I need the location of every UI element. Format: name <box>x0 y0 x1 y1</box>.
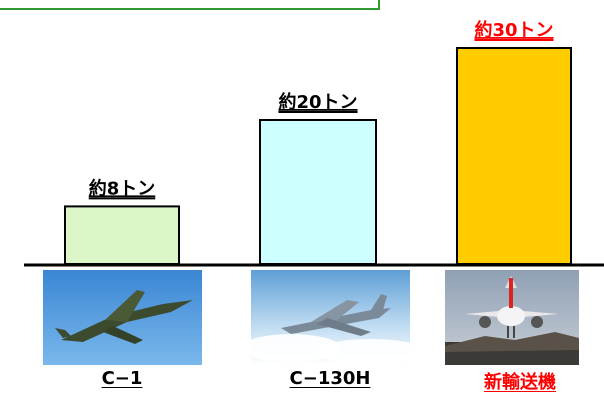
value-label-0: 約8トン <box>89 177 156 199</box>
x-label-c130h: C−130H <box>289 368 371 389</box>
bar-2 <box>456 47 572 265</box>
x-label-c1: C−1 <box>101 368 143 389</box>
c1-photo-image <box>43 270 202 365</box>
new-transport-aircraft-photo <box>445 270 579 365</box>
x-label-new-transport: 新輸送機 <box>484 372 556 393</box>
new-transport-photo-image <box>445 270 579 365</box>
bar-chart: 約8トン 約20トン 約30トン <box>24 19 604 267</box>
c130h-aircraft-photo <box>251 270 410 365</box>
value-label-2: 約30トン <box>474 19 553 41</box>
bar-0 <box>64 205 180 265</box>
c130h-photo-image <box>251 270 410 365</box>
value-label-1: 約20トン <box>278 91 357 113</box>
c1-aircraft-photo <box>43 270 202 365</box>
top-frame <box>0 0 380 10</box>
bar-1 <box>259 119 377 265</box>
